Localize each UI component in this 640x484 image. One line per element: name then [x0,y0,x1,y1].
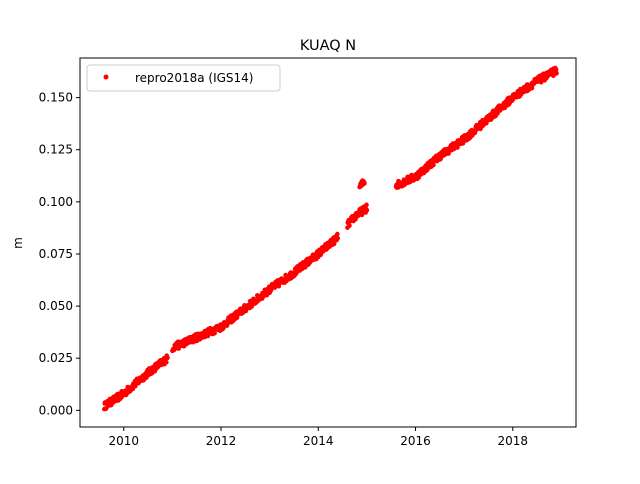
data-point [335,231,340,237]
legend-box [86,64,281,92]
data-point [446,151,451,156]
data-point [164,359,169,365]
data-point [331,241,337,247]
x-tick-label: 2010 [108,434,139,448]
data-point [554,71,559,76]
data-point [347,223,352,228]
y-tick-label: 0.150 [39,91,73,105]
data-point [165,355,170,361]
y-tick-label: 0.075 [39,247,73,261]
x-tick-label: 2014 [303,434,334,448]
x-tick-label: 2018 [498,434,529,448]
legend-marker [103,74,109,80]
data-point [176,346,182,351]
y-tick-label: 0.050 [39,299,73,313]
y-tick-label: 0.000 [39,403,73,417]
y-tick-label: 0.125 [39,143,73,157]
y-tick-label: 0.100 [39,195,73,209]
data-point [362,180,367,186]
y-tick-label: 0.025 [39,351,73,365]
x-tick-label: 2016 [400,434,431,448]
legend-label: repro2018a (IGS14) [135,71,253,85]
y-axis-label: m [11,237,25,249]
x-axis-ticks: 2010 2012 2014 2016 2018 [108,427,528,448]
data-point [335,236,341,241]
data-point [551,73,556,78]
data-point [553,67,559,72]
data-point [431,162,436,168]
legend: repro2018a (IGS14) [86,64,281,92]
data-point [364,202,369,208]
data-points [102,65,559,412]
axes-frame [79,57,577,428]
data-point [364,207,370,213]
chart-title: KUAQ N [300,38,356,54]
y-axis-ticks: 0.000 0.025 0.050 0.075 0.100 0.125 0.150 [39,91,80,417]
x-tick-label: 2012 [206,434,237,448]
